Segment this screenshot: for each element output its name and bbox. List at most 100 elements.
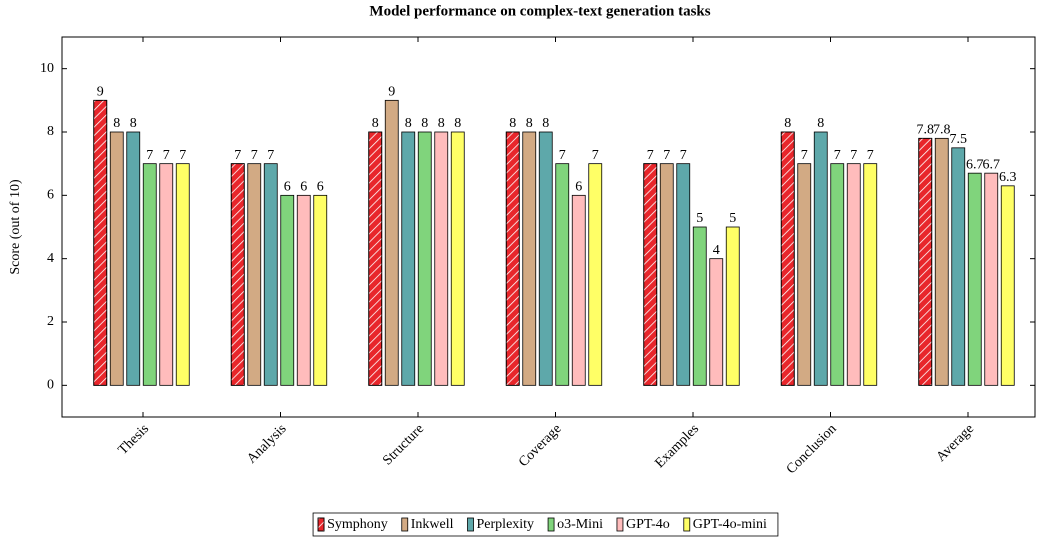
plot-frame xyxy=(61,36,1036,418)
data-label: 8 xyxy=(817,116,824,131)
data-label: 8 xyxy=(405,116,412,131)
x-tick-label: Coverage xyxy=(516,421,565,470)
data-label: 8 xyxy=(542,116,549,131)
bar xyxy=(175,163,190,386)
data-label: 6 xyxy=(300,180,307,195)
data-label: 7 xyxy=(251,148,258,163)
bar xyxy=(797,163,812,386)
x-tick-label: Thesis xyxy=(116,421,152,457)
x-tick-label: Structure xyxy=(380,421,427,468)
data-label: 8 xyxy=(784,116,791,131)
bar-hatch xyxy=(93,99,108,386)
bar xyxy=(1000,185,1015,386)
y-tick-label: 4 xyxy=(47,251,54,266)
bar xyxy=(659,163,674,386)
bar xyxy=(725,226,740,386)
x-tick-label: Analysis xyxy=(244,421,289,466)
chart-title: Model performance on complex-text genera… xyxy=(369,3,710,19)
data-label: 8 xyxy=(130,116,137,131)
x-tick-label: Average xyxy=(934,421,977,464)
data-label: 7 xyxy=(867,148,874,163)
y-tick-label: 8 xyxy=(47,124,54,139)
y-tick-label: 6 xyxy=(47,188,54,203)
bar xyxy=(538,131,553,386)
legend-swatch xyxy=(467,517,474,532)
bar-hatch xyxy=(780,131,795,386)
data-label: 7 xyxy=(647,148,654,163)
data-label: 8 xyxy=(421,116,428,131)
legend-label: GPT-4o xyxy=(626,517,670,532)
bar xyxy=(109,131,124,386)
x-tick-label: Conclusion xyxy=(784,421,840,477)
y-tick-label: 2 xyxy=(47,314,54,329)
bar-hatch xyxy=(505,131,520,386)
bar xyxy=(142,163,157,386)
data-label: 7 xyxy=(146,148,153,163)
bar xyxy=(263,163,278,386)
bar xyxy=(709,258,724,386)
legend-label: Symphony xyxy=(327,517,388,532)
bar-hatch xyxy=(230,163,245,386)
bar xyxy=(692,226,707,386)
bar xyxy=(571,194,586,386)
bar xyxy=(588,163,603,386)
data-label: 8 xyxy=(438,116,445,131)
data-label: 7 xyxy=(163,148,170,163)
data-label: 8 xyxy=(372,116,379,131)
data-label: 7 xyxy=(234,148,241,163)
data-label: 8 xyxy=(526,116,533,131)
data-label: 7 xyxy=(680,148,687,163)
legend-swatch-hatch xyxy=(317,517,325,532)
bar xyxy=(522,131,537,386)
y-axis-label: Score (out of 10) xyxy=(8,179,23,275)
legend-label: Inkwell xyxy=(411,517,454,532)
bar xyxy=(296,194,311,386)
data-label: 7 xyxy=(267,148,274,163)
bar xyxy=(555,163,570,386)
data-label: 7 xyxy=(559,148,566,163)
data-label: 7.5 xyxy=(950,132,968,147)
data-label: 8 xyxy=(454,116,461,131)
data-label: 7.8 xyxy=(917,123,935,138)
data-label: 6 xyxy=(284,180,291,195)
data-label: 5 xyxy=(729,211,736,226)
legend-swatch xyxy=(547,517,555,532)
bar xyxy=(126,131,141,386)
bar xyxy=(450,131,465,386)
bar xyxy=(313,194,328,386)
bar xyxy=(417,131,432,386)
bar-hatch xyxy=(643,163,658,386)
x-tick-label: Examples xyxy=(652,421,702,471)
legend-label: o3-Mini xyxy=(557,517,603,532)
y-tick-label: 10 xyxy=(40,61,54,76)
bar xyxy=(863,163,878,386)
bar xyxy=(384,99,399,386)
bar xyxy=(434,131,449,386)
data-label: 9 xyxy=(97,85,104,100)
legend: Symphony Inkwell Perplexity o3-Mini GPT-4o GP… xyxy=(312,512,779,537)
bar xyxy=(247,163,262,386)
bar-hatch xyxy=(918,137,933,386)
bar xyxy=(159,163,174,386)
data-label: 6 xyxy=(575,180,582,195)
y-tick-label: 0 xyxy=(47,378,54,393)
data-label: 8 xyxy=(113,116,120,131)
bar xyxy=(951,147,966,386)
legend-swatch xyxy=(401,517,409,532)
legend-swatch xyxy=(683,517,691,532)
bar xyxy=(401,131,416,386)
bar xyxy=(967,172,982,386)
bar xyxy=(830,163,845,386)
bar xyxy=(676,163,691,386)
data-label: 7 xyxy=(801,148,808,163)
bar xyxy=(846,163,861,386)
data-label: 6.7 xyxy=(966,157,984,172)
legend-box xyxy=(312,512,779,537)
bar-hatch xyxy=(368,131,383,386)
bar xyxy=(934,137,949,386)
data-label: 7 xyxy=(663,148,670,163)
legend-label: Perplexity xyxy=(477,517,535,532)
data-label: 9 xyxy=(388,85,395,100)
bar xyxy=(813,131,828,386)
